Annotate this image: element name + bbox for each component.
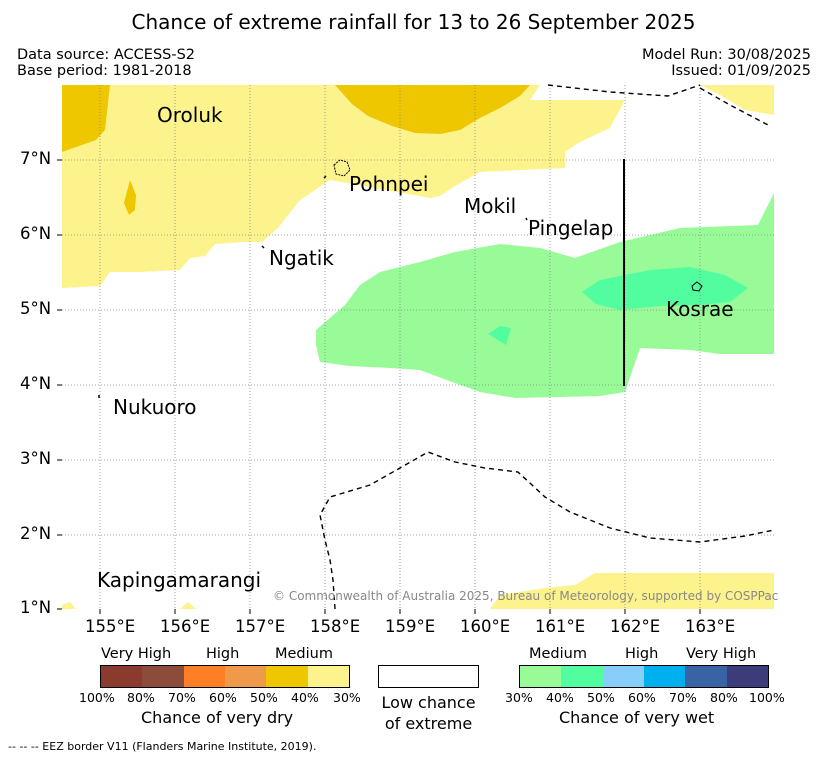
- model-run-label: Model Run: 30/08/2025: [641, 47, 811, 63]
- lat-label-4: 4°N: [20, 374, 52, 393]
- wet-swatch-30-40: [520, 666, 562, 687]
- dry-medium-region-ne: [700, 85, 774, 115]
- dry-tick-60: 60%: [209, 690, 237, 705]
- wet-swatch-50-60: [602, 666, 644, 687]
- dry-legend-title: Chance of very dry: [141, 708, 294, 727]
- wet-legend-high: High: [625, 646, 659, 662]
- dry-legend-high: High: [206, 646, 240, 662]
- lon-label-158: 158°E: [310, 617, 361, 636]
- rainfall-field: [62, 85, 774, 609]
- lat-label-6: 6°N: [20, 224, 52, 243]
- wet-legend-medium: Medium: [529, 646, 587, 662]
- wet-colorbar: [519, 665, 769, 688]
- low-chance-swatch: [378, 665, 479, 688]
- lon-label-162: 162°E: [610, 617, 661, 636]
- dry-medium-region-south: [490, 573, 774, 609]
- eez-footnote: -- -- -- EEZ border V11 (Flanders Marine…: [8, 740, 317, 753]
- lon-label-160: 160°E: [460, 617, 511, 636]
- dry-medium-region-sw: [62, 602, 76, 609]
- place-label-pohnpei: Pohnpei: [349, 172, 429, 196]
- place-label-pingelap: Pingelap: [528, 216, 614, 240]
- wet-legend-very-high: Very High: [686, 646, 757, 662]
- lon-label-163: 163°E: [685, 617, 736, 636]
- issued-label: Issued: 01/09/2025: [671, 63, 811, 79]
- low-chance-label-line1: Low chance: [381, 693, 476, 712]
- dry-colorbar: [100, 665, 350, 688]
- pohnpei-island: [333, 159, 351, 177]
- pingelap-marker: [525, 217, 528, 221]
- wet-tick-80: 80%: [710, 690, 738, 705]
- low-chance-label-line2: of extreme: [384, 714, 473, 733]
- lon-label-159: 159°E: [385, 617, 436, 636]
- dry-swatch-50-60: [224, 666, 267, 687]
- wet-medium-region: [316, 193, 774, 398]
- wet-swatch-60-70: [643, 666, 686, 687]
- place-label-nukuoro: Nukuoro: [113, 395, 197, 419]
- lon-label-161: 161°E: [535, 617, 586, 636]
- dry-tick-80: 80%: [127, 690, 155, 705]
- lat-label-5: 5°N: [20, 299, 52, 318]
- dry-swatch-80-100: [101, 666, 143, 687]
- wet-tick-70: 70%: [669, 690, 697, 705]
- lon-label-156: 156°E: [160, 617, 211, 636]
- wet-tick-30: 30%: [505, 690, 533, 705]
- kosrae-island: [691, 281, 703, 292]
- wet-swatch-40-50: [561, 666, 603, 687]
- dry-swatch-30-40: [307, 666, 349, 687]
- wet-tick-40: 40%: [546, 690, 574, 705]
- wet-swatch-80-100: [726, 666, 768, 687]
- dry-medium-region: [62, 85, 625, 288]
- dry-swatch-60-70: [183, 666, 225, 687]
- eez-borders: [319, 84, 775, 610]
- place-label-kapingamarangi: Kapingamarangi: [97, 568, 262, 592]
- dry-tick-40: 40%: [291, 690, 319, 705]
- dry-medium-high-region: [62, 85, 110, 152]
- copyright-notice: © Commonwealth of Australia 2025, Bureau…: [273, 589, 779, 603]
- dry-medium-high-region-center: [335, 85, 530, 134]
- wet-medium-high-spot: [488, 326, 511, 345]
- base-period-label: Base period: 1981-2018: [17, 63, 192, 79]
- pohnpei-marker: [323, 175, 327, 179]
- lon-label-155: 155°E: [85, 617, 136, 636]
- dry-tick-100: 100%: [79, 690, 115, 705]
- dry-tick-30: 30%: [333, 690, 361, 705]
- axis-ticks: [57, 159, 701, 614]
- place-label-oroluk: Oroluk: [157, 103, 223, 127]
- wet-swatch-70-80: [685, 666, 727, 687]
- wet-tick-60: 60%: [628, 690, 656, 705]
- ngatik-marker: [261, 245, 265, 249]
- lat-label-1: 1°N: [20, 598, 52, 617]
- lat-label-7: 7°N: [20, 149, 52, 168]
- dry-legend-very-high: Very High: [101, 646, 172, 662]
- place-label-kosrae: Kosrae: [666, 297, 734, 321]
- dry-legend-medium: Medium: [275, 646, 333, 662]
- chart-title: Chance of extreme rainfall for 13 to 26 …: [131, 10, 696, 34]
- wet-tick-50: 50%: [587, 690, 615, 705]
- lat-label-3: 3°N: [20, 449, 52, 468]
- place-label-mokil: Mokil: [464, 194, 517, 218]
- data-source-label: Data source: ACCESS-S2: [17, 47, 196, 63]
- lon-label-157: 157°E: [235, 617, 286, 636]
- dry-swatch-70-80: [142, 666, 184, 687]
- dry-medium-region-s2: [180, 602, 196, 609]
- wet-tick-100: 100%: [749, 690, 785, 705]
- dry-tick-50: 50%: [250, 690, 278, 705]
- lat-label-2: 2°N: [20, 524, 52, 543]
- place-label-ngatik: Ngatik: [269, 246, 334, 270]
- dry-tick-70: 70%: [168, 690, 196, 705]
- dry-medium-high-spot: [124, 180, 136, 215]
- grid-lines: [62, 85, 774, 609]
- wet-legend-title: Chance of very wet: [559, 708, 715, 727]
- dry-swatch-40-50: [266, 666, 308, 687]
